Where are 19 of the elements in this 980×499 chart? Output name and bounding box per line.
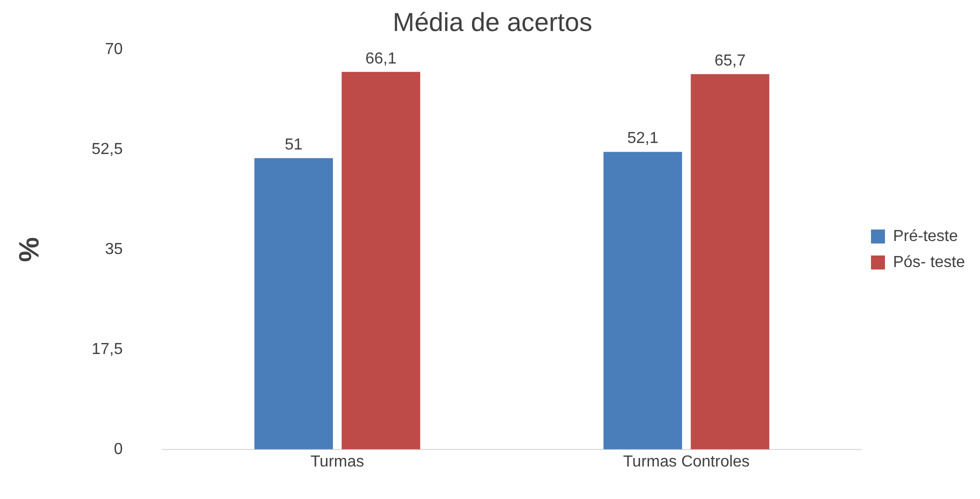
bar: [254, 158, 333, 450]
chart-title: Média de acertos: [392, 7, 592, 38]
x-tick-label: Turmas: [310, 453, 364, 470]
y-tick-label: 52,5: [92, 140, 123, 158]
y-tick-label: 70: [104, 41, 123, 58]
legend-label: Pré-teste: [892, 228, 958, 245]
data-label: 52,1: [627, 130, 658, 148]
data-label: 66,1: [365, 50, 397, 68]
data-label: 51: [284, 136, 303, 154]
data-label: 65,7: [714, 52, 746, 70]
y-tick-label: 0: [114, 440, 123, 458]
x-tick-label: Turmas Controles: [623, 453, 750, 470]
bar: [690, 74, 770, 450]
y-axis-title: %: [14, 236, 45, 262]
legend-label: Pós- teste: [892, 254, 966, 271]
bar: [603, 152, 682, 450]
y-tick-label: 35: [104, 240, 123, 258]
bar: [342, 72, 420, 450]
y-tick-label: 17,5: [92, 340, 123, 358]
